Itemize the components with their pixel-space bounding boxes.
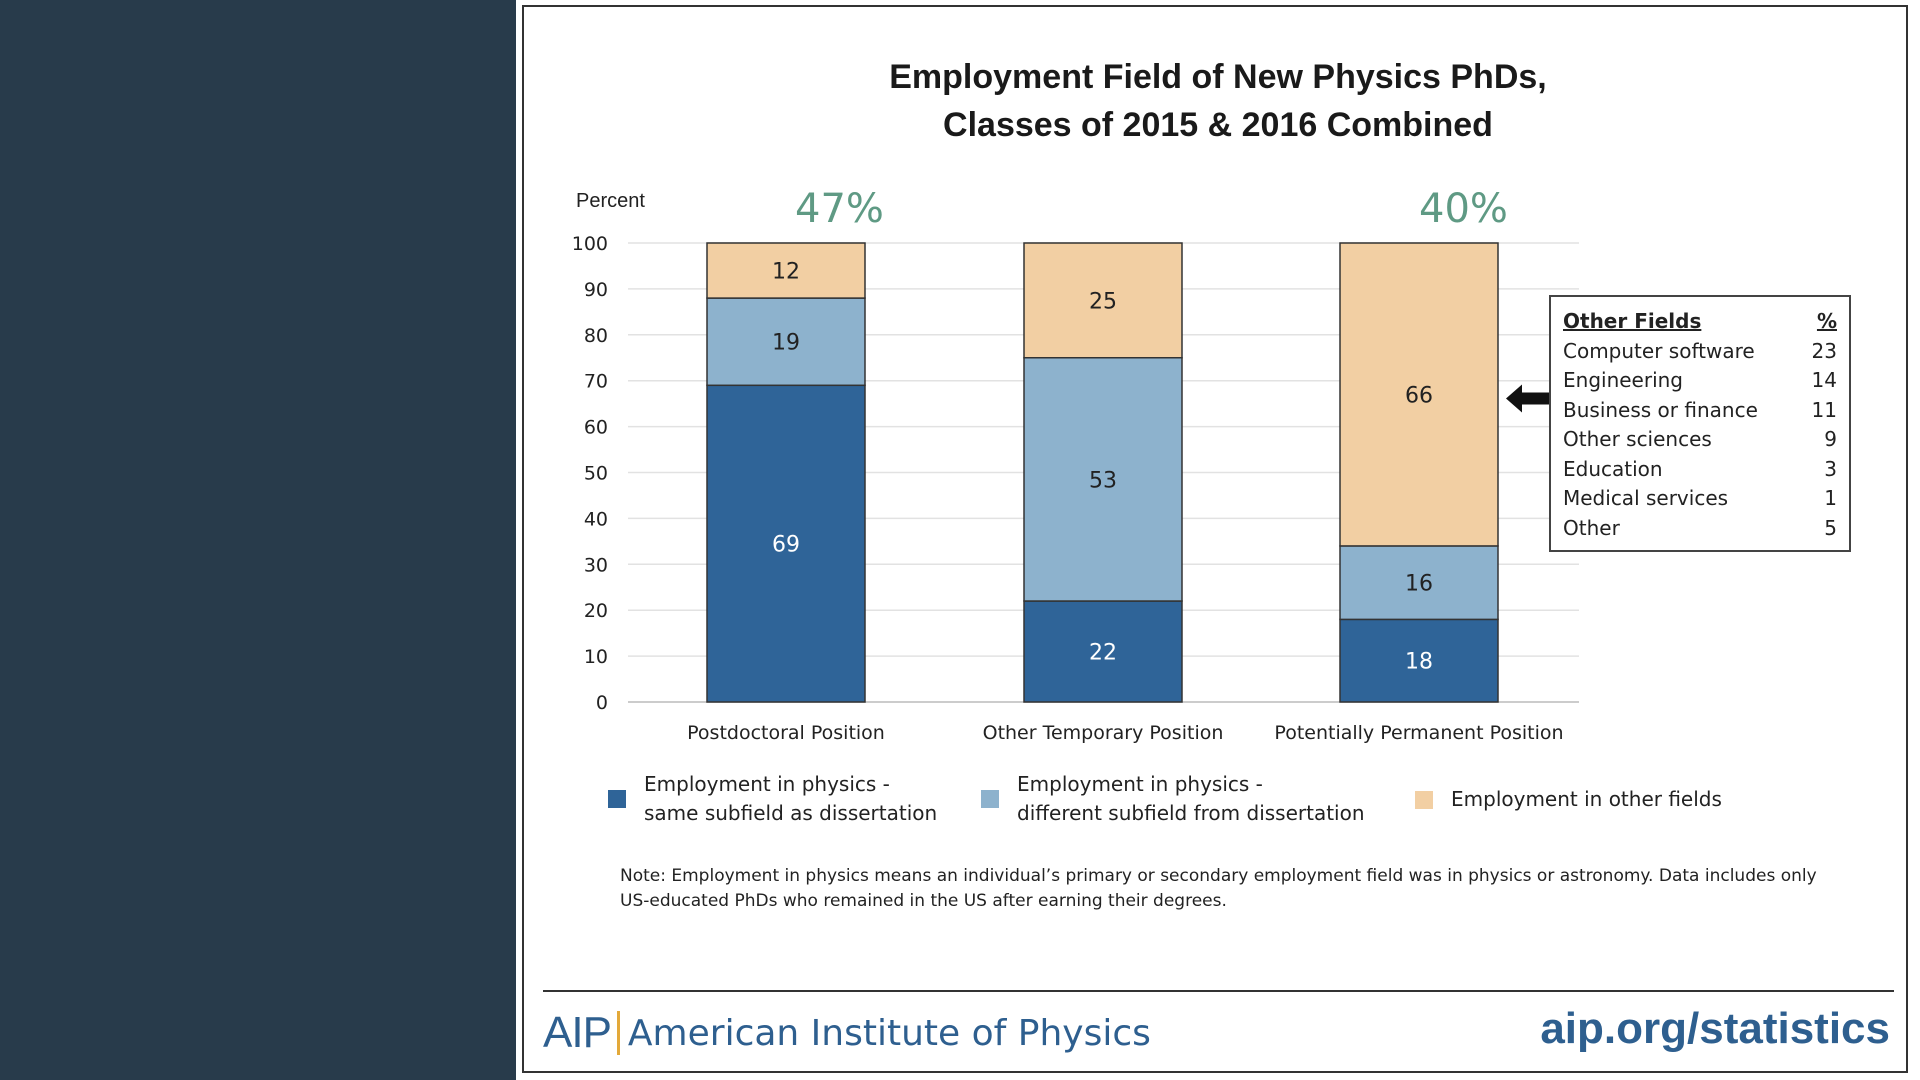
- bar-value-label: 18: [1405, 650, 1433, 675]
- legend-swatch: [981, 790, 999, 808]
- aip-organization-name: American Institute of Physics: [627, 1012, 1151, 1054]
- bar-segment: [706, 242, 866, 299]
- chart-slide: Employment Field of New Physics PhDs, Cl…: [516, 0, 1920, 1080]
- chart-title-line-2: Classes of 2015 & 2016 Combined: [943, 106, 1493, 144]
- legend-label: Employment in physics - same subfield as…: [644, 770, 937, 828]
- bar-segment: [1339, 242, 1499, 547]
- other-fields-header: Other Fields %: [1563, 307, 1837, 337]
- callout-permanent: 40%: [1419, 186, 1508, 232]
- bar-value-label: 12: [772, 260, 800, 285]
- other-field-label: Engineering: [1563, 368, 1683, 392]
- y-tick-label: 20: [584, 600, 608, 622]
- other-fields-header-pct: %: [1816, 309, 1837, 333]
- left-side-panel: [0, 0, 516, 1080]
- other-field-label: Business or finance: [1563, 397, 1758, 422]
- footer-divider: [543, 990, 1894, 992]
- legend-label-line: same subfield as dissertation: [644, 801, 938, 825]
- y-tick-label: 90: [584, 279, 608, 301]
- aip-logo: AIP American Institute of Physics: [543, 1008, 1151, 1058]
- x-tick-label: Postdoctoral Position: [687, 722, 885, 744]
- bar-value-label: 19: [772, 331, 800, 356]
- other-field-value: 23: [1811, 338, 1837, 363]
- bar-segment: [706, 384, 866, 703]
- other-fields-row: Business or finance 11: [1563, 396, 1837, 426]
- y-tick-label: 30: [584, 554, 608, 576]
- other-field-value: 3: [1824, 456, 1837, 481]
- bar-segment: [706, 297, 866, 387]
- legend-label-line: Employment in physics -: [644, 772, 890, 796]
- bar-segment: [1023, 242, 1183, 359]
- other-field-value: 1: [1824, 486, 1837, 510]
- y-tick-label: 40: [584, 508, 608, 530]
- bar-value-label: 22: [1089, 641, 1117, 666]
- x-tick-label: Other Temporary Position: [983, 722, 1224, 744]
- slide-frame: [522, 5, 1908, 1073]
- bar-segment: [1339, 618, 1499, 703]
- bar-value-label: 66: [1405, 383, 1433, 408]
- y-tick-label: 50: [584, 463, 608, 485]
- legend-swatch: [608, 790, 626, 808]
- legend-item-same-subfield: Employment in physics - same subfield as…: [608, 770, 937, 828]
- legend-label: Employment in physics - different subfie…: [1017, 770, 1365, 828]
- y-tick-label: 70: [584, 371, 608, 393]
- other-fields-row: Medical services 1: [1563, 484, 1837, 514]
- legend-label-line: different subfield from dissertation: [1017, 801, 1365, 825]
- other-field-value: 11: [1811, 397, 1837, 422]
- other-field-value: 14: [1811, 368, 1837, 392]
- note-line-1: Note: Employment in physics means an ind…: [620, 866, 1817, 886]
- chart-legend: Employment in physics - same subfield as…: [516, 770, 1920, 840]
- note-line-2: US-educated PhDs who remained in the US …: [620, 891, 1227, 911]
- other-fields-row: Education 3: [1563, 455, 1837, 485]
- pointer-arrow-icon: [1506, 384, 1549, 413]
- bar-value-label: 25: [1089, 289, 1117, 314]
- aip-statistics-url[interactable]: aip.org/statistics: [1540, 1004, 1890, 1053]
- other-fields-row: Other 5: [1563, 514, 1837, 544]
- y-tick-label: 10: [584, 646, 608, 668]
- other-field-label: Education: [1563, 456, 1663, 481]
- other-field-label: Other: [1563, 515, 1620, 540]
- other-field-value: 9: [1824, 427, 1837, 451]
- y-tick-label: 80: [584, 325, 608, 347]
- x-tick-label: Potentially Permanent Position: [1274, 722, 1563, 744]
- other-field-label: Medical services: [1563, 486, 1729, 510]
- y-tick-label: 100: [572, 233, 608, 255]
- bar-value-label: 69: [772, 533, 800, 558]
- legend-label-line: Employment in physics -: [1017, 772, 1263, 796]
- bar-value-label: 53: [1089, 468, 1117, 493]
- bar-value-label: 16: [1405, 572, 1433, 597]
- other-fields-row: Other sciences 9: [1563, 425, 1837, 455]
- y-tick-label: 0: [596, 692, 608, 714]
- legend-swatch: [1415, 790, 1433, 809]
- legend-item-different-subfield: Employment in physics - different subfie…: [981, 770, 1365, 828]
- aip-logo-bar: [616, 1011, 620, 1055]
- aip-logo-mark: AIP: [543, 1008, 612, 1057]
- callout-postdoctoral: 47%: [795, 186, 884, 232]
- stacked-bar-chart: 0 10 20 30 40 50 60 70 80 90 100 69 19 12 Postdoctoral…: [572, 233, 1579, 744]
- other-field-label: Other sciences: [1563, 427, 1712, 451]
- other-field-value: 5: [1824, 515, 1837, 540]
- other-field-label: Computer software: [1563, 338, 1755, 363]
- y-axis-label: Percent: [576, 190, 645, 212]
- bar-segment: [1023, 357, 1183, 602]
- y-tick-label: 60: [584, 417, 608, 439]
- other-fields-table: Other Fields % Computer software 23 Engi…: [1549, 295, 1851, 552]
- chart-title-line-1: Employment Field of New Physics PhDs,: [889, 58, 1547, 96]
- legend-item-other-fields: Employment in other fields: [1415, 785, 1722, 814]
- bar-segment: [1023, 600, 1183, 703]
- other-fields-row: Computer software 23: [1563, 337, 1837, 367]
- other-fields-header-label: Other Fields: [1563, 309, 1702, 333]
- chart-note: Note: Employment in physics means an ind…: [620, 864, 1870, 914]
- other-fields-row: Engineering 14: [1563, 366, 1837, 396]
- legend-label: Employment in other fields: [1451, 787, 1722, 811]
